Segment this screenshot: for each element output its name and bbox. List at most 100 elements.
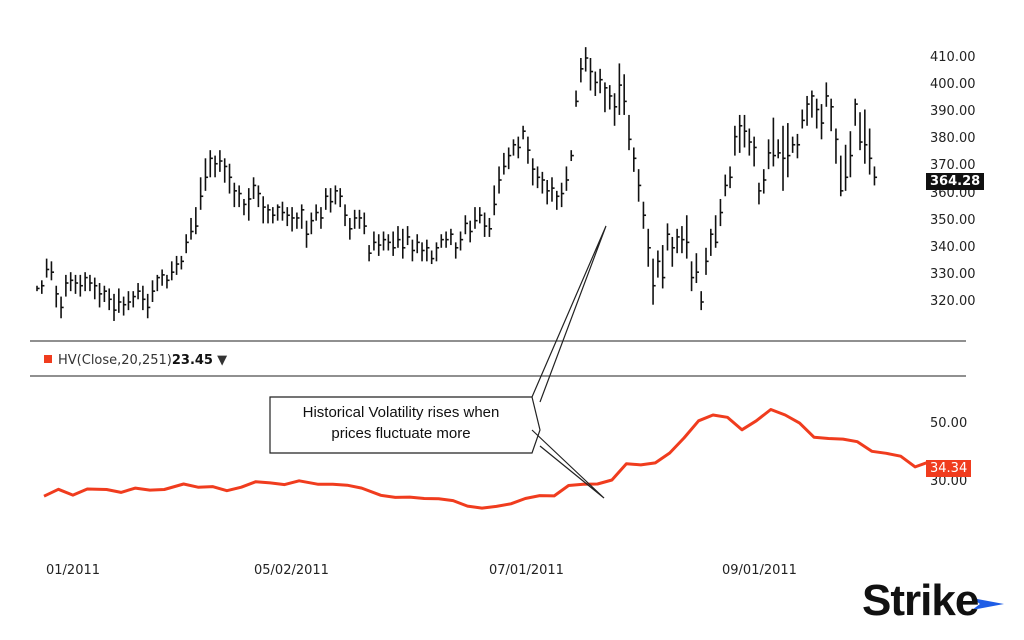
price-bar [127,291,132,311]
x-tick-label: 07/01/2011 [489,563,564,578]
callout-box [269,396,541,454]
price-bar [199,177,204,210]
price-bar [204,158,209,191]
price-bar [103,285,107,302]
price-bar [531,158,536,186]
price-bar [50,261,55,281]
price-bar [175,255,180,275]
annotation-callout: Historical Volatility rises when prices … [270,397,532,453]
price-bar [209,150,213,178]
price-bar [373,231,377,251]
price-bar [811,90,815,118]
price-bar [676,228,680,254]
price-bar [146,293,151,319]
price-bar [84,272,88,292]
price-bar [782,125,786,191]
price-bar [243,198,247,216]
logo-swoosh [972,598,1004,610]
price-bar [142,285,146,311]
price-bar [594,71,598,96]
price-bar [777,139,781,159]
price-bar [166,274,170,289]
callout-pointer-down [531,429,605,499]
price-bar [233,182,237,208]
price-bar [551,177,555,202]
price-y-tick-label: 350.00 [930,212,976,228]
price-bar [599,68,603,94]
hv-legend-label: HV(Close,20,251) [58,353,172,368]
price-bar [416,234,420,254]
price-bar [820,104,825,140]
price-bar [190,217,194,240]
price-bar [589,58,594,91]
price-bar [618,63,622,115]
price-bar [161,269,165,286]
price-bar [132,291,136,308]
price-bar [60,296,64,319]
price-bar [565,166,570,191]
price-bar [507,147,512,170]
price-bar [469,220,473,243]
price-bar [623,74,627,115]
price-bar [118,288,122,313]
price-bar [397,226,401,248]
price-bar [334,185,339,205]
price-bar [305,220,310,248]
price-bar [464,215,468,235]
price-bar [108,288,112,311]
price-bar [541,171,545,194]
hv-y-tick-label: 30.00 [930,474,968,489]
price-bar [724,174,728,197]
price-bar [377,234,382,256]
price-bar [392,231,396,256]
price-bar [719,198,724,227]
price-bar [758,182,762,205]
price-bar [498,166,502,194]
price-bar [815,98,820,129]
price-bar [608,85,613,110]
price-bar [276,204,281,221]
price-bar [695,253,699,284]
price-bar [633,147,637,172]
price-bar [474,207,478,229]
hv-series-line [43,408,931,510]
chevron-down-icon[interactable]: ▼ [217,353,228,368]
hv-legend[interactable]: HV(Close,20,251)23.45 ▼ [44,353,227,368]
price-bar [151,280,156,302]
price-bar [411,239,416,262]
price-bar [801,109,805,129]
price-bar [195,207,199,235]
price-bar [835,128,839,164]
price-bar [753,136,757,167]
price-bar [806,95,810,126]
price-bar [450,228,454,246]
price-bar [79,274,83,297]
price-bar [272,207,276,224]
price-bar [503,152,507,175]
price-bar [459,231,464,251]
price-bar [291,207,295,232]
price-bar [700,291,704,311]
price-bar [705,247,709,275]
price-bar [690,261,695,292]
price-y-tick-label: 390.00 [930,104,976,120]
price-bar [310,212,314,235]
price-bar [430,250,435,265]
price-bar [613,93,618,126]
annotation-line-2: prices fluctuate more [331,425,471,442]
price-bar [685,215,690,259]
price-y-tick-label: 340.00 [930,239,976,255]
price-bar [738,114,743,153]
price-bar [223,158,228,183]
price-bar [257,185,261,208]
price-bar [247,188,252,221]
price-y-tick-label: 320.00 [930,294,976,309]
price-bar [368,245,372,262]
price-bar [604,82,608,113]
price-y-tick-label: 380.00 [930,131,976,147]
price-bar [214,155,218,178]
price-bar [666,223,671,251]
price-bar [743,114,748,148]
price-bar [281,201,286,221]
price-bar [796,133,801,159]
